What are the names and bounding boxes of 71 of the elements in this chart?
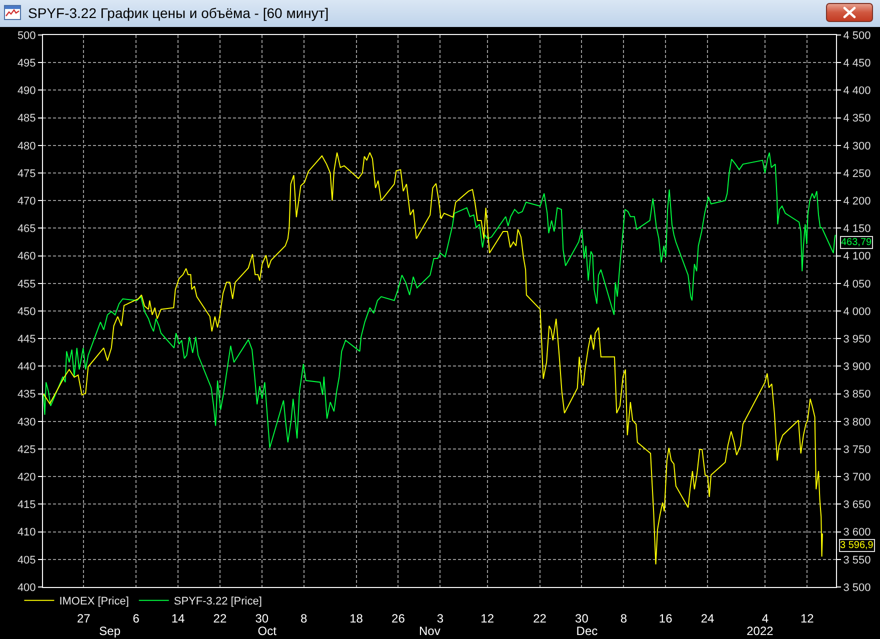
x-tick-label: 22	[213, 611, 227, 626]
x-tick-label: 14	[171, 611, 186, 626]
x-tick-label: 27	[76, 611, 91, 626]
x-tick-label: 3	[436, 611, 444, 626]
x2-tick-label: Oct	[258, 624, 278, 638]
y2-tick-label: 4 150	[843, 223, 871, 236]
y-tick-label: 410	[17, 526, 36, 539]
y2-tick-label: 4 250	[843, 168, 871, 180]
y-tick-label: 460	[17, 250, 36, 263]
y-tick-label: 430	[17, 416, 36, 428]
y-tick-label: 400	[17, 582, 36, 594]
x2-tick-label: Nov	[419, 624, 440, 638]
y2-tick-label: 3 950	[843, 333, 871, 346]
y-tick-label: 445	[17, 333, 36, 346]
x-tick-label: 12	[800, 611, 814, 626]
y-tick-label: 405	[17, 554, 36, 566]
x-tick-label: 16	[658, 611, 673, 626]
y-tick-label: 465	[17, 223, 36, 236]
y2-tick-label: 4 300	[843, 140, 871, 152]
x-tick-label: 18	[350, 611, 364, 626]
y2-tick-label: 3 850	[843, 388, 871, 401]
x-tick-label: 6	[132, 611, 140, 626]
y-tick-label: 455	[17, 278, 36, 290]
x-tick-label: 22	[533, 611, 547, 626]
y2-tick-label: 4 050	[843, 278, 871, 290]
line-series	[43, 152, 823, 565]
x2-tick-label: 2022	[746, 624, 774, 638]
y2-tick-label: 3 600	[843, 526, 871, 539]
y-tick-label: 480	[17, 140, 36, 152]
y-tick-label: 475	[17, 168, 36, 180]
y-tick-label: 470	[17, 195, 36, 208]
y2-tick-label: 3 500	[843, 582, 871, 594]
y2-tick-label: 3 650	[843, 499, 871, 512]
data-label: 3 596,9	[840, 540, 874, 551]
data-label: 463,79	[841, 237, 872, 248]
y2-tick-label: 4 400	[843, 85, 871, 98]
y2-tick-label: 3 900	[843, 361, 871, 374]
y-tick-label: 495	[17, 57, 36, 70]
y2-tick-label: 4 100	[843, 250, 871, 263]
line-series	[43, 152, 836, 448]
y2-tick-label: 4 500	[843, 30, 871, 42]
legend-label: IMOEX [Price]	[59, 596, 129, 608]
y-tick-label: 450	[17, 306, 36, 318]
y-tick-label: 420	[17, 471, 36, 484]
y-tick-label: 440	[17, 361, 36, 374]
x-tick-label: 8	[620, 611, 628, 626]
x-tick-label: 26	[392, 611, 406, 626]
x-tick-label: 4	[762, 611, 769, 626]
x-tick-label: 12	[480, 611, 494, 626]
y2-tick-label: 4 200	[843, 195, 871, 208]
x2-tick-label: Dec	[576, 624, 598, 638]
chart-title: SPYF-3.22 График цены и объёма - [60 минут]	[28, 5, 329, 22]
y2-tick-label: 3 800	[843, 416, 871, 428]
y2-tick-label: 3 750	[843, 444, 871, 456]
x-tick-label: 30	[575, 611, 589, 626]
y-tick-label: 415	[17, 499, 36, 512]
y2-tick-label: 4 000	[843, 306, 871, 318]
legend-label: SPYF-3.22 [Price]	[174, 596, 262, 608]
y2-tick-label: 3 550	[843, 554, 871, 566]
x-tick-label: 24	[700, 611, 715, 626]
y-tick-label: 500	[17, 30, 36, 42]
y-tick-label: 485	[17, 112, 36, 125]
y-tick-label: 435	[17, 388, 36, 401]
y-tick-label: 425	[17, 444, 36, 456]
y2-tick-label: 3 700	[843, 471, 871, 484]
y-tick-label: 490	[17, 85, 36, 98]
x-tick-label: 8	[300, 611, 308, 626]
x-tick-label: 30	[255, 611, 269, 626]
y2-tick-label: 4 350	[843, 112, 871, 125]
x2-tick-label: Sep	[99, 624, 121, 638]
y2-tick-label: 4 450	[843, 57, 871, 70]
